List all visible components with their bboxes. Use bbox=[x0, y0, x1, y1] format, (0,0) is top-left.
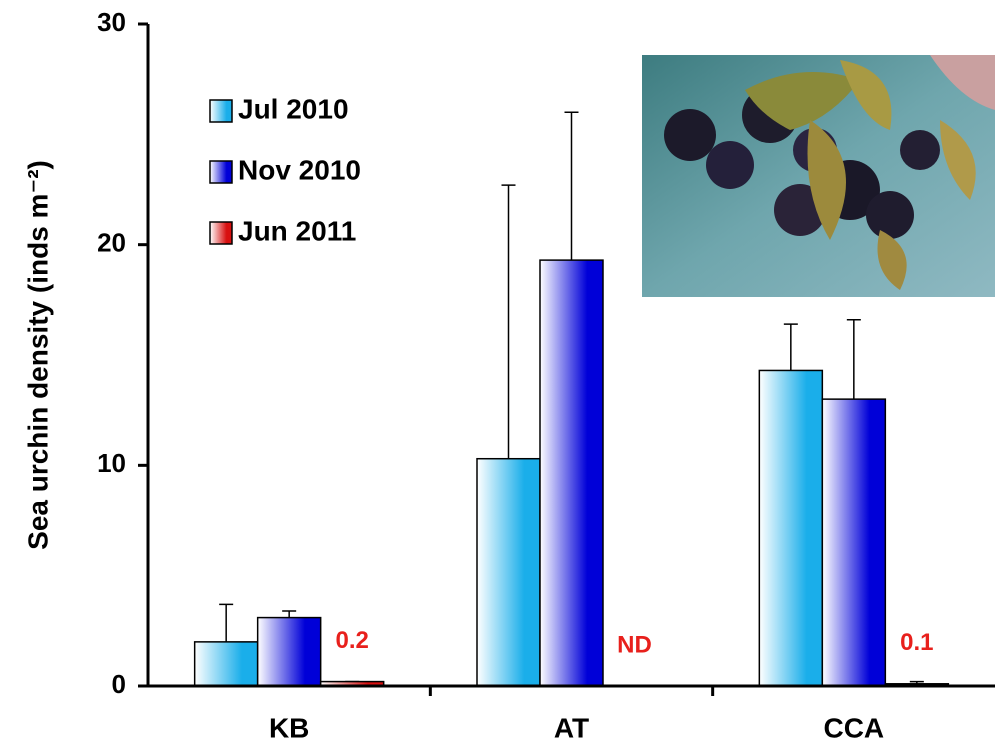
error-bar bbox=[282, 611, 296, 618]
bar bbox=[258, 618, 321, 686]
y-tick-label: 20 bbox=[97, 228, 126, 258]
bar bbox=[477, 459, 540, 686]
bar bbox=[759, 370, 822, 686]
x-tick-label: CCA bbox=[823, 712, 884, 743]
bar bbox=[540, 260, 603, 686]
legend-swatch bbox=[210, 161, 232, 183]
legend-swatch bbox=[210, 100, 232, 122]
x-tick-label: AT bbox=[554, 712, 589, 743]
bar bbox=[822, 399, 885, 686]
legend-label: Jul 2010 bbox=[238, 93, 349, 124]
y-tick-label: 0 bbox=[112, 669, 126, 699]
error-bar bbox=[847, 320, 861, 399]
error-bar bbox=[219, 604, 233, 642]
legend-label: Jun 2011 bbox=[238, 215, 356, 246]
chart: Sea urchin density (inds m⁻²) 0 10 20 30 KB 0… bbox=[0, 0, 997, 751]
y-tick-label: 30 bbox=[97, 7, 126, 37]
error-bar bbox=[784, 324, 798, 370]
y-axis-title: Sea urchin density (inds m⁻²) bbox=[22, 160, 53, 550]
error-bar bbox=[565, 112, 579, 260]
value-label: ND bbox=[617, 631, 652, 658]
legend-label: Nov 2010 bbox=[238, 154, 361, 185]
x-tick-label: KB bbox=[269, 712, 309, 743]
legend-swatch bbox=[210, 222, 232, 244]
error-bar bbox=[502, 185, 516, 459]
value-label: 0.1 bbox=[900, 629, 933, 656]
bar bbox=[195, 642, 258, 686]
inset-photo bbox=[642, 55, 995, 297]
value-label: 0.2 bbox=[335, 627, 368, 654]
y-tick-label: 10 bbox=[97, 448, 126, 478]
